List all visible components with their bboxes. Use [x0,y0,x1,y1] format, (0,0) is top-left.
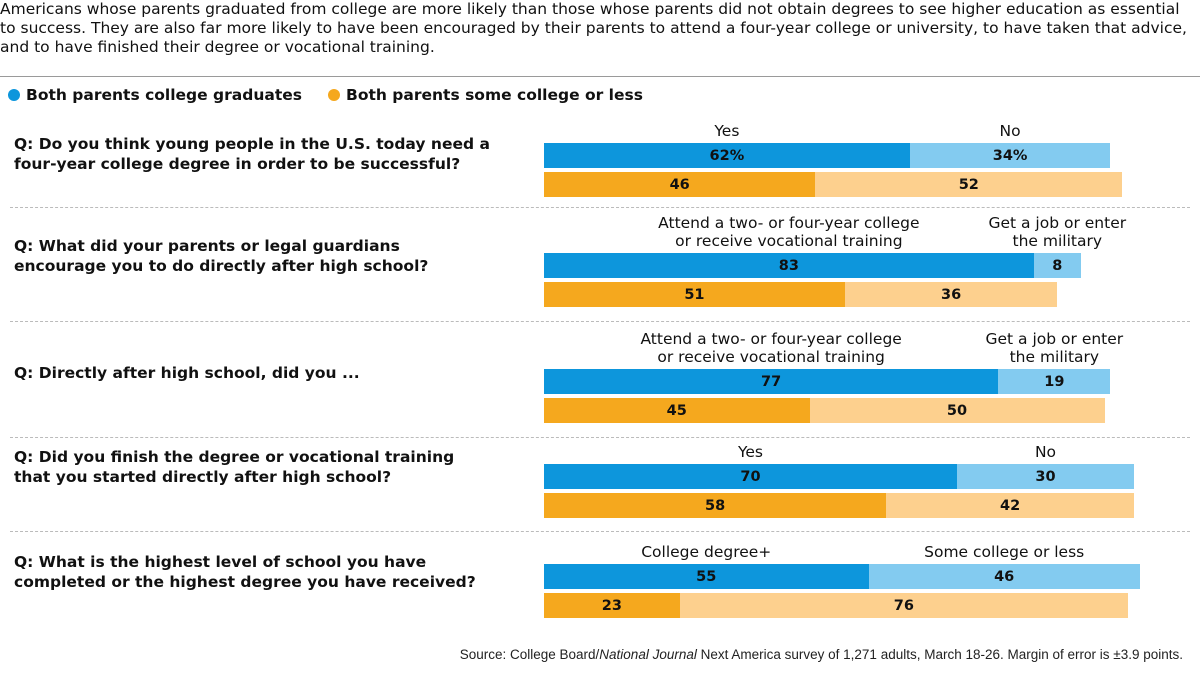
question-text: Q: Did you finish the degree or vocation… [14,448,455,486]
bar-some-college-second: 76 [679,593,1129,618]
bar-college-graduates-second: 30 [957,464,1134,489]
source-note: Source: College Board/National Journal N… [459,647,1183,662]
data-label: 62% [709,147,745,164]
data-label: 50 [946,402,968,419]
column-header: Yes [737,443,764,461]
bar-college-graduates-first: 55 [544,564,869,589]
question-text: Q: Directly after high school, did you .… [14,364,360,382]
bar-college-graduates-first: 70 [544,464,957,489]
data-label: 30 [1035,468,1056,485]
bar-some-college-second: 36 [844,282,1058,307]
column-header: College degree+ [641,543,772,561]
data-label: 55 [696,568,717,585]
column-header: Some college or less [924,543,1085,561]
data-label: 19 [1044,373,1065,390]
data-label: 51 [684,286,705,303]
column-header: No [999,122,1021,140]
legend-item-college-graduates: Both parents college graduates [8,86,302,104]
data-label: 76 [893,597,914,614]
group-separator [10,207,1190,208]
data-label: 42 [999,497,1021,514]
data-label: 8 [1052,257,1063,274]
bar-college-graduates-first: 62% [544,143,910,168]
column-header: Attend a two- or four-year college or re… [640,330,902,366]
legend-label: Both parents some college or less [346,86,643,104]
column-header: Yes [714,122,740,140]
data-label: 36 [940,286,962,303]
bar-college-graduates-second: 19 [998,369,1111,394]
data-label: 45 [666,402,687,419]
legend-label: Both parents college graduates [26,86,302,104]
data-label: 70 [740,468,761,485]
data-label: 83 [778,257,799,274]
bar-some-college-second: 52 [815,172,1123,197]
question-text: Q: Do you think young people in the U.S.… [14,135,490,173]
bar-college-graduates-first: 77 [544,369,999,394]
question-text: Q: What did your parents or legal guardi… [14,237,429,275]
group-separator [10,437,1190,438]
data-label: 46 [994,568,1015,585]
data-label: 34% [992,147,1028,164]
bar-some-college-second: 42 [886,493,1134,518]
bar-college-graduates-second: 34% [909,143,1111,168]
bar-some-college-first: 58 [544,493,887,518]
data-label: 58 [705,497,726,514]
top-rule [0,76,1200,77]
group-separator [10,531,1190,532]
bar-college-graduates-first: 83 [544,253,1034,278]
column-header: No [1034,443,1057,461]
data-label: 23 [601,597,622,614]
bar-some-college-first: 45 [544,398,810,423]
data-label: 46 [669,176,690,193]
legend-swatch-blue [8,89,20,101]
bar-some-college-first: 23 [544,593,680,618]
column-header: Attend a two- or four-year college or re… [658,214,920,250]
intro-text: Americans whose parents graduated from c… [0,0,1187,56]
group-separator [10,321,1190,322]
legend-item-some-college: Both parents some college or less [328,86,643,104]
data-label: 52 [958,176,979,193]
legend-swatch-orange [328,89,340,101]
question-text: Q: What is the highest level of school y… [14,553,476,591]
data-label: 77 [761,373,782,390]
bar-some-college-first: 51 [544,282,845,307]
column-header: Get a job or enter the military [985,330,1124,366]
bar-college-graduates-second: 46 [868,564,1140,589]
column-header: Get a job or enter the military [988,214,1127,250]
bar-college-graduates-second: 8 [1033,253,1081,278]
bar-some-college-first: 46 [544,172,816,197]
bar-some-college-second: 50 [809,398,1105,423]
